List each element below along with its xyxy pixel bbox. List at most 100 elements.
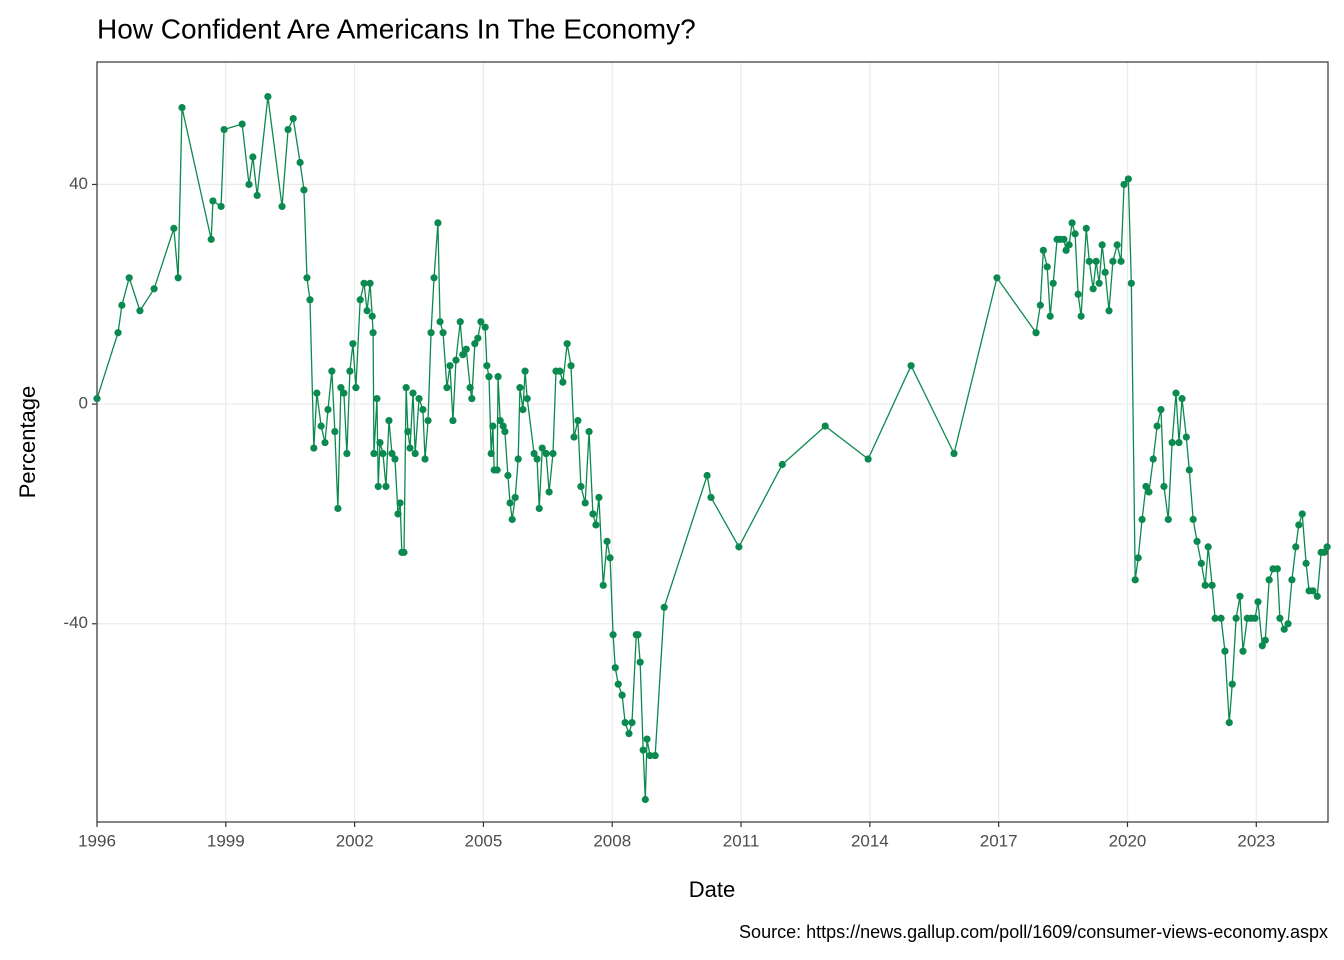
data-point <box>406 444 414 452</box>
data-point <box>284 125 292 134</box>
data-point <box>125 274 133 282</box>
y-tick-label: -40 <box>63 613 88 632</box>
data-point <box>1082 224 1090 232</box>
data-point <box>1068 219 1076 227</box>
data-point <box>178 103 186 112</box>
data-point <box>1074 290 1082 298</box>
data-point <box>334 504 342 513</box>
data-point <box>535 504 543 513</box>
data-point <box>735 543 743 551</box>
data-point <box>1117 257 1125 265</box>
data-point <box>634 631 642 639</box>
data-point <box>306 296 314 304</box>
data-point <box>360 279 368 287</box>
data-point <box>391 455 399 463</box>
data-point <box>328 367 336 375</box>
data-point <box>516 384 524 392</box>
data-point <box>324 406 332 414</box>
data-point <box>1145 488 1153 496</box>
data-point <box>533 455 541 463</box>
data-point <box>402 384 410 392</box>
data-point <box>340 389 348 397</box>
data-point <box>394 510 402 518</box>
data-point <box>1149 455 1157 463</box>
data-point <box>1228 680 1236 688</box>
data-point <box>1288 576 1296 584</box>
data-point <box>639 746 647 754</box>
data-point <box>603 537 611 545</box>
data-point <box>703 471 711 480</box>
data-point <box>611 664 619 672</box>
data-point <box>356 296 364 304</box>
data-point <box>625 729 633 738</box>
data-point <box>499 422 507 430</box>
data-point <box>443 384 451 392</box>
caption: Source: https://news.gallup.com/poll/160… <box>739 922 1328 942</box>
data-point <box>1124 175 1132 183</box>
data-point <box>118 301 126 309</box>
data-point <box>628 719 636 727</box>
data-point <box>468 395 476 403</box>
y-axis-title: Percentage <box>15 386 40 499</box>
data-point <box>618 691 626 699</box>
data-point <box>1298 510 1306 518</box>
data-point <box>374 482 382 491</box>
data-line <box>96 96 1328 800</box>
data-point <box>1273 565 1281 573</box>
data-point <box>1313 592 1321 600</box>
data-point <box>150 285 158 293</box>
data-point <box>1039 246 1047 254</box>
data-point <box>581 499 589 507</box>
data-point <box>511 493 519 502</box>
chart-title: How Confident Are Americans In The Econo… <box>97 13 696 44</box>
data-point <box>1225 719 1233 727</box>
data-point <box>477 318 485 326</box>
x-tick-label: 2014 <box>851 831 889 850</box>
data-point <box>373 395 381 403</box>
data-point <box>504 471 512 480</box>
data-point <box>609 631 617 639</box>
data-point <box>404 427 412 436</box>
data-point <box>1043 263 1051 271</box>
data-point <box>1251 614 1259 622</box>
data-point <box>493 466 501 474</box>
data-point <box>449 416 457 425</box>
data-point <box>1178 395 1186 403</box>
data-point <box>385 416 393 425</box>
x-tick-label: 1996 <box>78 831 116 850</box>
data-point <box>1295 521 1303 529</box>
data-point <box>207 235 215 243</box>
data-point <box>1160 482 1168 491</box>
data-point <box>1254 598 1262 606</box>
data-point <box>114 329 122 337</box>
data-point <box>1309 587 1317 595</box>
data-point <box>170 224 178 232</box>
data-point <box>331 427 339 436</box>
data-point <box>1092 257 1100 265</box>
data-point <box>245 180 253 189</box>
data-point <box>1280 625 1288 633</box>
data-point <box>253 191 261 200</box>
data-point <box>1071 230 1079 238</box>
data-point <box>778 460 786 469</box>
data-point <box>489 422 497 430</box>
data-point <box>376 438 384 447</box>
data-point <box>1204 543 1212 551</box>
data-point <box>352 384 360 392</box>
data-point <box>523 395 531 403</box>
data-point <box>415 395 423 403</box>
data-point <box>93 395 101 403</box>
data-point <box>346 367 354 375</box>
data-point <box>1085 257 1093 265</box>
data-point <box>1261 636 1269 644</box>
data-point <box>1221 647 1229 655</box>
data-point <box>1175 438 1183 447</box>
data-point <box>1292 543 1300 551</box>
data-point <box>363 307 371 315</box>
data-point <box>519 406 527 414</box>
data-point <box>419 406 427 414</box>
y-tick-label: 40 <box>69 174 88 193</box>
